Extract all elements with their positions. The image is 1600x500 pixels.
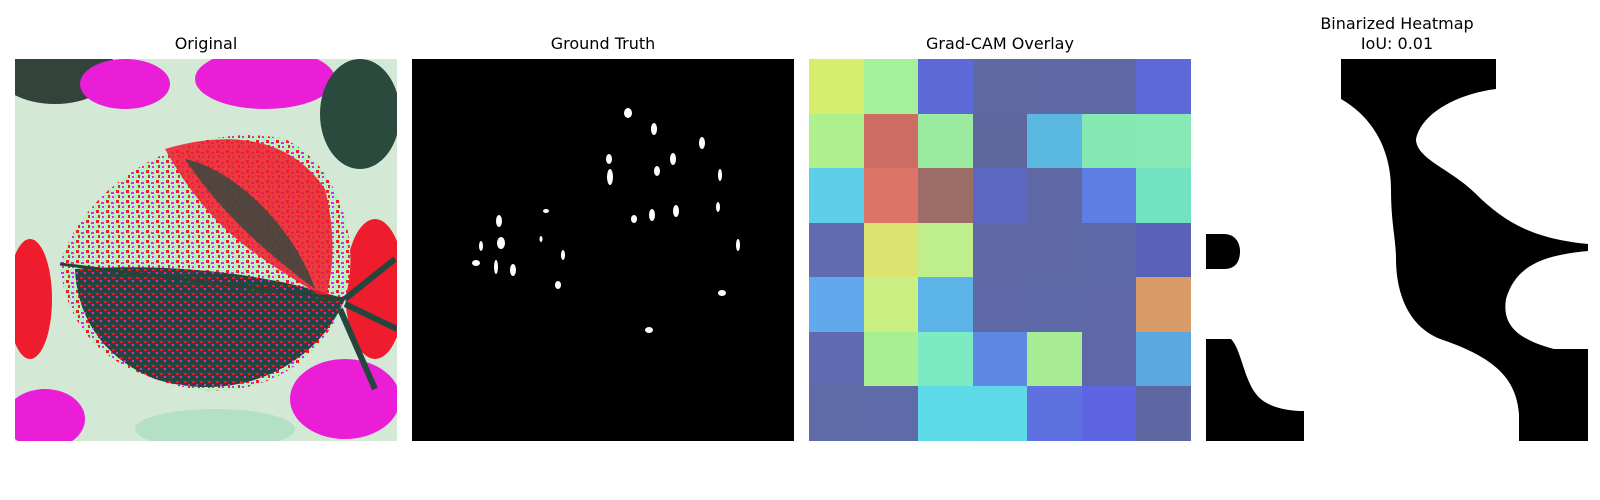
heatmap-cell	[1082, 386, 1136, 441]
heatmap-cell	[973, 114, 1027, 168]
heatmap-cell	[809, 114, 864, 168]
heatmap-cell	[1027, 59, 1082, 114]
panel-original: Original	[15, 0, 397, 500]
heatmap-cell	[1027, 277, 1082, 332]
heatmap-cell	[1027, 223, 1082, 277]
heatmap-cell	[1136, 277, 1191, 332]
original-image	[15, 59, 397, 441]
panel-title: Binarized Heatmap	[1320, 14, 1474, 33]
heatmap-cell	[1027, 168, 1082, 223]
heatmap-cell	[1082, 168, 1136, 223]
heatmap-cell	[809, 168, 864, 223]
panel-title: Original	[174, 34, 238, 53]
heatmap-cell	[864, 223, 918, 277]
panel-title: Ground Truth	[550, 34, 656, 53]
heatmap-cell	[1082, 277, 1136, 332]
heatmap-cell	[918, 332, 973, 386]
heatmap-cell	[1136, 332, 1191, 386]
heatmap-cell	[918, 168, 973, 223]
iou-label: IoU: 0.01	[1360, 34, 1434, 53]
heatmap-cell	[809, 59, 864, 114]
heatmap-cell	[973, 168, 1027, 223]
binarized-mask	[1206, 59, 1588, 441]
panel-ground-truth: Ground Truth	[412, 0, 794, 500]
heatmap-cell	[864, 114, 918, 168]
heatmap-cell	[1136, 59, 1191, 114]
heatmap-cell	[918, 59, 973, 114]
heatmap-cell	[864, 386, 918, 441]
heatmap-cell	[1027, 114, 1082, 168]
heatmap-cell	[1082, 114, 1136, 168]
heatmap-cell	[918, 114, 973, 168]
heatmap-cell	[809, 223, 864, 277]
heatmap-cell	[809, 332, 864, 386]
heatmap-cell	[1136, 386, 1191, 441]
heatmap-cell	[973, 277, 1027, 332]
heatmap-cell	[864, 59, 918, 114]
panel-gradcam-overlay: Grad-CAM Overlay	[809, 0, 1191, 500]
panel-title: Grad-CAM Overlay	[926, 34, 1074, 53]
heatmap-cell	[918, 386, 973, 441]
heatmap-cell	[973, 59, 1027, 114]
heatmap-cell	[1027, 332, 1082, 386]
panel-binarized-heatmap: Binarized Heatmap IoU: 0.01	[1206, 0, 1588, 500]
heatmap-cell	[973, 386, 1027, 441]
heatmap-cell	[1082, 59, 1136, 114]
heatmap-cell	[1136, 223, 1191, 277]
heatmap-cell	[1082, 223, 1136, 277]
heatmap-cell	[973, 332, 1027, 386]
heatmap-cell	[864, 332, 918, 386]
heatmap-cell	[1136, 114, 1191, 168]
heatmap-cell	[809, 386, 864, 441]
gradcam-heatmap	[809, 59, 1191, 441]
heatmap-cell	[918, 277, 973, 332]
heatmap-cell	[1136, 168, 1191, 223]
heatmap-cell	[1082, 332, 1136, 386]
heatmap-cell	[864, 168, 918, 223]
heatmap-cell	[973, 223, 1027, 277]
heatmap-cell	[918, 223, 973, 277]
heatmap-cell	[1027, 386, 1082, 441]
heatmap-cell	[864, 277, 918, 332]
heatmap-cell	[809, 277, 864, 332]
ground-truth-mask	[412, 59, 794, 441]
